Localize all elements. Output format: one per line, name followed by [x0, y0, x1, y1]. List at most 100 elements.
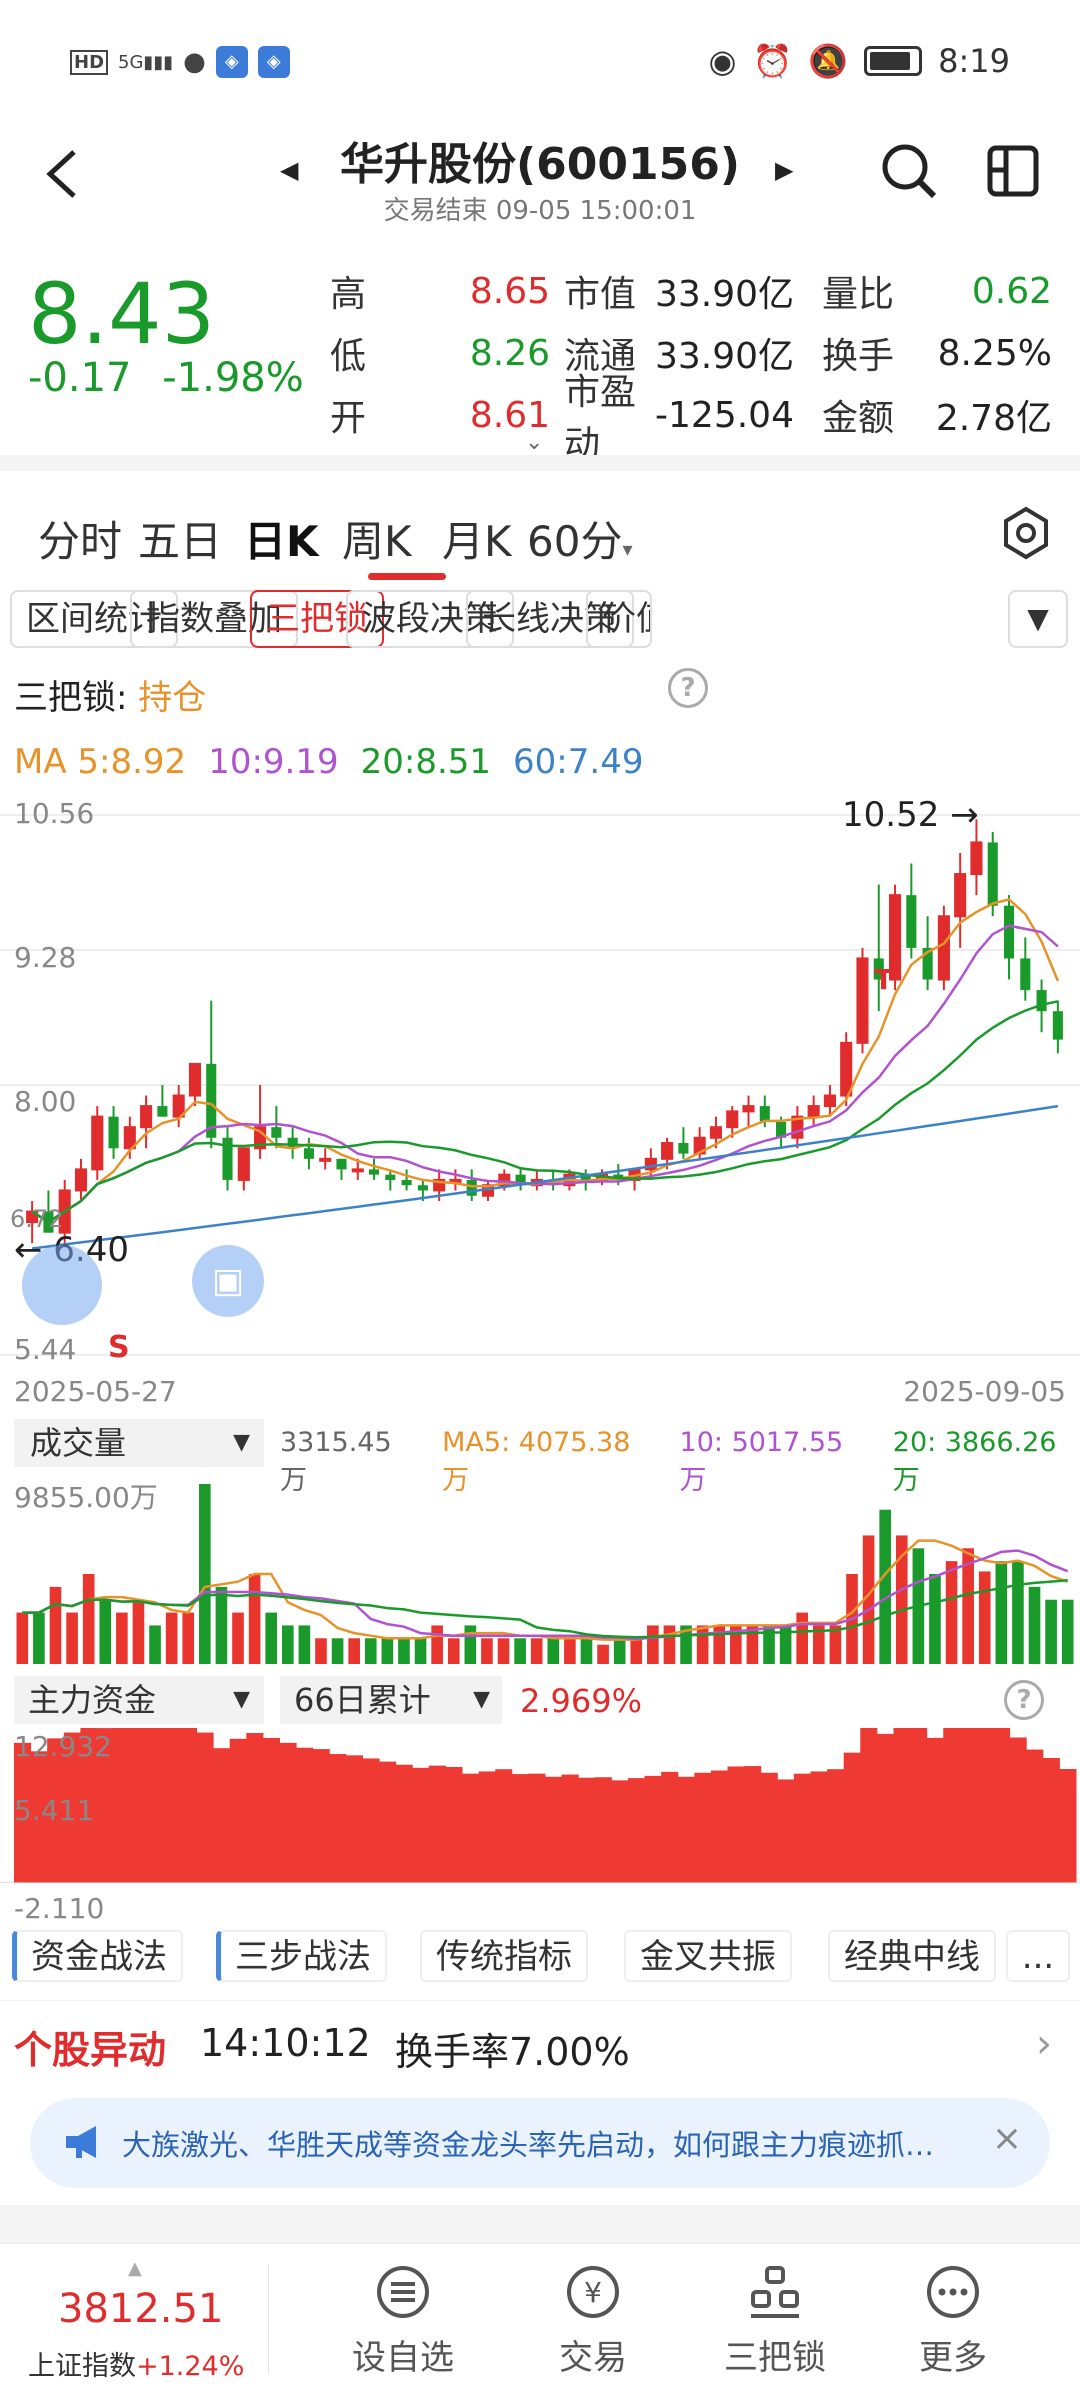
funds-bar: [744, 1766, 762, 1883]
funds-bar: [14, 1742, 32, 1883]
chevron-right-icon[interactable]: ›: [1036, 2021, 1052, 2067]
tab-classic-midline[interactable]: 经典中线: [828, 1930, 996, 1982]
index-value[interactable]: 3812.51: [58, 2286, 224, 2332]
battery-icon: [864, 46, 923, 76]
volume-chart[interactable]: 9855.00万: [0, 1472, 1080, 1672]
volume-ma10: 10: 5017.55万: [679, 1427, 844, 1496]
tab-monthly-k[interactable]: 月K: [442, 517, 512, 566]
strategy-tabs: 资金战法 三步战法 传统指标 金叉共振 经典中线 ...: [0, 1920, 1080, 1990]
chips-dropdown-icon[interactable]: ▼: [1008, 590, 1068, 648]
prev-stock-icon[interactable]: ◀: [280, 156, 299, 184]
volume-bar: [564, 1638, 576, 1664]
volume-bar: [132, 1599, 145, 1664]
nav-trade[interactable]: ¥ 交易: [518, 2262, 668, 2379]
volume-legend: 成交量 ▼ 3315.45万 MA5: 4075.38万 10: 5017.55万…: [0, 1415, 1080, 1496]
promo-banner[interactable]: 大族激光、华胜天成等资金龙头率先启动，如何跟主力痕迹抓… ×: [30, 2098, 1050, 2188]
y-axis-label-top: 10.56: [14, 797, 95, 830]
svg-text:¥: ¥: [584, 2276, 602, 2309]
funds-bar: [594, 1777, 612, 1883]
layout-icon[interactable]: [984, 142, 1042, 200]
chevron-down-icon[interactable]: ⌄: [525, 430, 544, 455]
lock-status: 三把锁: 持仓: [14, 670, 206, 719]
funds-bar: [910, 1725, 928, 1883]
floating-circle-icon[interactable]: [22, 1245, 102, 1325]
volume-selector[interactable]: 成交量 ▼: [14, 1419, 264, 1467]
nav-add-watchlist[interactable]: 设自选: [328, 2262, 478, 2379]
funds-chart[interactable]: 12.932 5.411 -2.110: [0, 1695, 1080, 1925]
volume-bar: [929, 1574, 941, 1664]
funds-bar: [412, 1767, 430, 1883]
tab-more[interactable]: ...: [1006, 1930, 1070, 1982]
volume-ma5: MA5: 4075.38万: [442, 1427, 631, 1496]
candle-body: [856, 957, 869, 1044]
funds-bar: [1026, 1749, 1044, 1883]
funds-selector[interactable]: 主力资金 ▼: [14, 1676, 264, 1724]
funds-bar: [146, 1721, 164, 1883]
change-value: -0.17: [28, 355, 132, 401]
gear-icon[interactable]: [998, 505, 1054, 561]
caret-down-icon: ▼: [473, 1687, 490, 1712]
alert-time: 14:10:12: [200, 2021, 371, 2065]
funds-bar: [345, 1755, 363, 1883]
close-icon[interactable]: ×: [991, 2118, 1022, 2159]
index-change: +1.24%: [136, 2351, 245, 2382]
nav-three-locks[interactable]: 三把锁: [700, 2262, 850, 2379]
candle-body: [188, 1062, 202, 1097]
funds-bar: [611, 1780, 629, 1883]
chip-range-stats[interactable]: 区间统计: [10, 590, 178, 648]
s-marker: S: [108, 1330, 130, 1365]
chip-value-decision[interactable]: 价值决: [586, 590, 652, 648]
help-icon[interactable]: ?: [668, 668, 708, 708]
candle-body: [823, 1094, 836, 1108]
funds-bar: [793, 1773, 811, 1883]
funds-bar: [163, 1715, 181, 1883]
volume-max-label: 9855.00万: [14, 1481, 158, 1514]
tab-five-day[interactable]: 五日: [138, 517, 223, 566]
quote-value: 33.90亿: [654, 274, 794, 315]
candle-body: [433, 1178, 446, 1192]
quote-label: 低: [330, 336, 367, 377]
ma5-line: [31, 898, 1060, 1224]
chip-index-overlay[interactable]: 指数叠加: [130, 590, 298, 648]
index-label[interactable]: 上证指数+1.24%: [28, 2344, 244, 2383]
caret-up-icon[interactable]: ▲: [128, 2258, 142, 2279]
back-icon[interactable]: [42, 144, 82, 219]
candle-body: [237, 1147, 250, 1181]
tab-three-step[interactable]: 三步战法: [216, 1930, 387, 1982]
floating-layout-icon[interactable]: ▣: [192, 1245, 264, 1317]
funds-bar: [760, 1772, 778, 1883]
hd-icon: HD: [70, 49, 109, 75]
tab-weekly-k[interactable]: 周K: [342, 517, 412, 566]
funds-period-selector[interactable]: 66日累计 ▼: [280, 1676, 502, 1724]
volume-svg: [16, 1484, 1074, 1664]
volume-bar: [613, 1638, 626, 1664]
search-icon[interactable]: [878, 140, 940, 202]
tab-golden-cross[interactable]: 金叉共振: [624, 1930, 792, 1982]
help-icon[interactable]: ?: [1004, 1680, 1044, 1720]
quote-row: 高 8.65 市值 33.90亿 量比 0.62: [330, 260, 1060, 322]
tab-classic-indicators[interactable]: 传统指标: [420, 1930, 588, 1982]
funds-bar: [229, 1738, 247, 1883]
tab-daily-k[interactable]: 日K: [244, 517, 319, 566]
nav-more[interactable]: 更多: [878, 2262, 1028, 2379]
funds-bar: [644, 1775, 662, 1883]
menu-circle-icon: [377, 2266, 429, 2318]
tab-60min-label: 60分: [527, 517, 623, 566]
funds-bar: [362, 1758, 380, 1883]
high-annotation: 10.52 →: [842, 795, 979, 835]
funds-bar: [561, 1774, 579, 1883]
tab-fund-tactics[interactable]: 资金战法: [12, 1930, 183, 1982]
volume-bar: [398, 1638, 410, 1664]
tab-60min[interactable]: 60分▾: [527, 508, 633, 569]
stock-alert-row[interactable]: 个股异动 14:10:12 换手率7.00% ›: [0, 2000, 1080, 2080]
chip-long-decision[interactable]: 长线决策: [466, 590, 634, 648]
next-stock-icon[interactable]: ▶: [775, 156, 794, 184]
volume-bar: [248, 1574, 261, 1664]
candlestick-chart[interactable]: 10.56 9.28 8.00 5.44 10.52 → ← 6.40 6.72…: [0, 795, 1080, 1408]
lock-status-label: 三把锁:: [14, 678, 139, 718]
chip-three-locks[interactable]: 三把锁: [250, 590, 384, 648]
candlestick-svg: [0, 814, 1080, 1356]
volume-bar: [281, 1625, 294, 1664]
chip-wave-decision[interactable]: 波段决策: [346, 590, 514, 648]
tab-intraday[interactable]: 分时: [38, 517, 123, 566]
